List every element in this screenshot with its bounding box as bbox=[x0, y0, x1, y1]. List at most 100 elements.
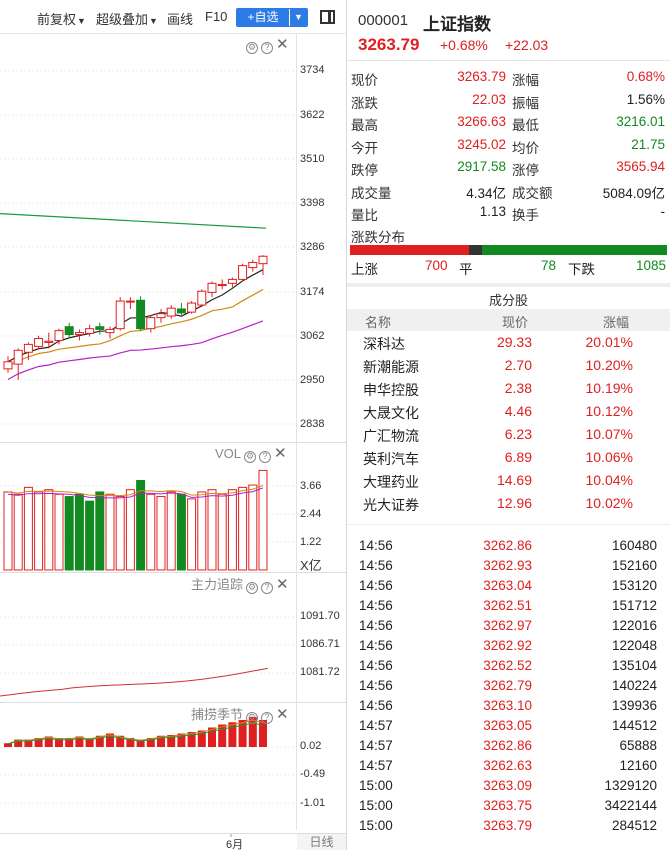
tick-time: 14:56 bbox=[359, 598, 393, 613]
ma10-line bbox=[7, 288, 264, 368]
constituent-row[interactable]: 新潮能源 2.70 10.20% bbox=[347, 355, 670, 378]
constituent-row[interactable]: 大晟文化 4.46 10.12% bbox=[347, 401, 670, 424]
tick-volume: 122016 bbox=[611, 618, 657, 633]
catch-season-indicator-label[interactable]: 捕捞季节 bbox=[191, 707, 244, 722]
volume-bar bbox=[44, 489, 54, 571]
header-name[interactable]: 名称 bbox=[365, 315, 392, 330]
constituent-price: 29.33 bbox=[496, 334, 532, 350]
settings-icon[interactable]: ⚙ bbox=[246, 42, 258, 54]
period-selector[interactable]: 日线 bbox=[297, 834, 346, 850]
header-pct[interactable]: 涨幅 bbox=[603, 315, 630, 330]
down-count: 1085 bbox=[635, 258, 666, 273]
flat-count: 78 bbox=[541, 258, 557, 273]
chart-canvas bbox=[0, 70, 296, 837]
distribution-down-segment bbox=[482, 245, 667, 255]
constituent-name: 光大证券 bbox=[363, 497, 419, 513]
tick-volume: 135104 bbox=[611, 658, 657, 673]
panel-divider[interactable] bbox=[0, 702, 346, 703]
catch-bar bbox=[14, 739, 23, 747]
close-icon[interactable]: ✕ bbox=[276, 36, 289, 53]
up-count: 700 bbox=[425, 258, 448, 273]
price-axis-tick: 3062 bbox=[300, 330, 325, 342]
price-axis-tick: 3398 bbox=[300, 197, 325, 209]
help-icon[interactable]: ? bbox=[261, 582, 274, 594]
help-icon[interactable]: ? bbox=[261, 712, 274, 724]
f10-button[interactable]: F10 bbox=[205, 9, 228, 24]
tick-row: 14:56 3262.86 160480 bbox=[347, 537, 670, 557]
quote-row: 成交量 4.34亿 成交额 5084.09亿 bbox=[347, 179, 670, 201]
caret-down-icon: ▼ bbox=[77, 16, 86, 26]
settings-icon[interactable]: ⚙ bbox=[246, 712, 259, 724]
constituent-row[interactable]: 广汇物流 6.23 10.07% bbox=[347, 424, 670, 447]
quote-label: 最高 bbox=[351, 118, 378, 133]
price-axis-tick: 3734 bbox=[300, 64, 325, 76]
quote-value: 21.75 bbox=[631, 136, 665, 152]
layout-toggle-icon[interactable] bbox=[320, 10, 335, 24]
volume-ma-line bbox=[7, 487, 264, 499]
candle-body bbox=[238, 265, 248, 280]
distribution-counts: 上涨 700 平 78 下跌 1085 bbox=[347, 257, 670, 277]
constituent-row[interactable]: 光大证券 12.96 10.02% bbox=[347, 493, 670, 516]
help-icon[interactable]: ? bbox=[261, 42, 273, 54]
settings-icon[interactable]: ⚙ bbox=[244, 451, 257, 463]
panel-divider[interactable] bbox=[0, 442, 346, 443]
chevron-down-icon[interactable]: ▼ bbox=[289, 9, 307, 26]
quote-label: 最低 bbox=[512, 118, 539, 133]
quote-value: 3245.02 bbox=[457, 136, 506, 152]
quote-row: 今开 3245.02 均价 21.75 bbox=[347, 134, 670, 156]
add-favorite-label[interactable]: +自选 bbox=[237, 9, 289, 26]
constituent-row[interactable]: 英利汽车 6.89 10.06% bbox=[347, 447, 670, 470]
tick-row: 15:00 3263.75 3422144 bbox=[347, 797, 670, 817]
flat-label: 平 bbox=[459, 262, 473, 277]
volume-panel-controls: VOL ⚙? ✕ bbox=[215, 444, 287, 463]
section-divider bbox=[347, 283, 670, 287]
adjust-dropdown[interactable]: 前复权▼ bbox=[37, 9, 86, 28]
tick-time: 14:56 bbox=[359, 678, 393, 693]
constituent-row[interactable]: 深科达 29.33 20.01% bbox=[347, 332, 670, 355]
help-icon[interactable]: ? bbox=[259, 451, 272, 463]
tick-price: 3262.86 bbox=[483, 738, 532, 753]
panel-divider[interactable] bbox=[0, 572, 346, 573]
volume-bar bbox=[238, 486, 248, 571]
tick-price: 3262.86 bbox=[483, 538, 532, 553]
overlay-dropdown[interactable]: 超级叠加▼ bbox=[96, 9, 158, 28]
constituent-price: 4.46 bbox=[504, 403, 532, 419]
catch-axis-tick: -0.49 bbox=[300, 768, 326, 780]
close-icon[interactable]: ✕ bbox=[276, 576, 289, 593]
chart-area[interactable]: 前复权▼ 超级叠加▼ 画线 F10 +自选 ▼ ⚙? ✕ 3734 3622 35… bbox=[0, 0, 346, 850]
constituent-row[interactable]: 申华控股 2.38 10.19% bbox=[347, 378, 670, 401]
close-icon[interactable]: ✕ bbox=[274, 445, 287, 462]
quote-value: 1.13 bbox=[479, 204, 506, 219]
tick-volume: 144512 bbox=[611, 718, 657, 733]
tick-row: 15:00 3263.79 284512 bbox=[347, 817, 670, 837]
quote-value: 22.03 bbox=[472, 91, 506, 107]
main-force-indicator-label[interactable]: 主力追踪 bbox=[191, 577, 244, 592]
tick-price: 3262.52 bbox=[483, 658, 532, 673]
catch-bar bbox=[95, 735, 104, 747]
main-force-panel-controls: 主力追踪 ⚙? ✕ bbox=[191, 574, 289, 594]
divider bbox=[347, 60, 670, 61]
draw-line-button[interactable]: 画线 bbox=[167, 12, 194, 27]
constituent-row[interactable]: 大理药业 14.69 10.04% bbox=[347, 470, 670, 493]
add-favorite-button[interactable]: +自选 ▼ bbox=[236, 8, 308, 27]
volume-bar bbox=[156, 496, 166, 571]
header-price[interactable]: 现价 bbox=[502, 315, 529, 330]
tick-price: 3262.51 bbox=[483, 598, 532, 613]
tick-row: 14:57 3263.05 144512 bbox=[347, 717, 670, 737]
catch-bar bbox=[218, 724, 227, 747]
candle-body bbox=[64, 326, 74, 336]
tick-price: 3262.93 bbox=[483, 558, 532, 573]
close-icon[interactable]: ✕ bbox=[276, 706, 289, 723]
volume-bar bbox=[13, 493, 23, 571]
tick-row: 14:57 3262.63 12160 bbox=[347, 757, 670, 777]
catch-bar bbox=[106, 733, 114, 747]
constituent-pct: 10.06% bbox=[585, 449, 633, 465]
constituent-pct: 10.07% bbox=[585, 426, 633, 442]
quote-label: 涨幅 bbox=[512, 73, 539, 88]
tick-price: 3263.10 bbox=[483, 698, 532, 713]
volume-indicator-label[interactable]: VOL bbox=[215, 446, 242, 461]
volume-bar bbox=[23, 486, 33, 571]
volume-bar bbox=[54, 493, 64, 571]
settings-icon[interactable]: ⚙ bbox=[246, 582, 259, 594]
quote-label: 跌停 bbox=[351, 163, 378, 178]
